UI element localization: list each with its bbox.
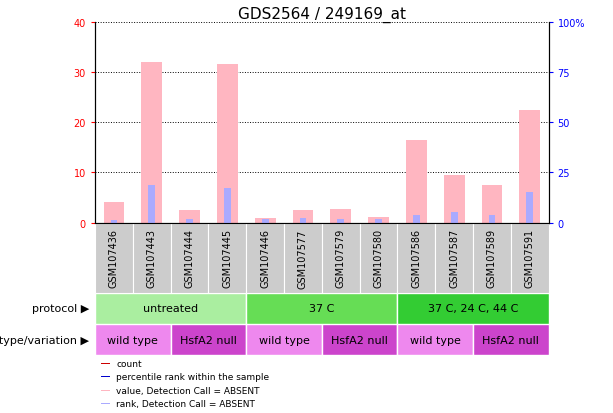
Bar [489, 216, 495, 223]
Text: GSM107445: GSM107445 [223, 229, 232, 287]
Bar [435, 223, 473, 293]
Bar [170, 324, 246, 355]
Text: GSM107443: GSM107443 [147, 229, 157, 287]
Text: count: count [116, 359, 142, 368]
Bar [527, 193, 533, 223]
Bar [110, 221, 117, 223]
Bar [95, 324, 170, 355]
Bar [519, 110, 540, 223]
Bar [179, 211, 200, 223]
Text: wild type: wild type [410, 335, 460, 345]
Bar [142, 63, 162, 223]
Bar [444, 176, 465, 223]
Text: HsfA2 null: HsfA2 null [331, 335, 388, 345]
Bar [133, 223, 170, 293]
Bar [322, 223, 360, 293]
Bar [95, 293, 246, 324]
Bar [511, 223, 549, 293]
Bar [101, 376, 110, 377]
Bar [337, 219, 344, 223]
Bar [224, 189, 230, 223]
Text: value, Detection Call = ABSENT: value, Detection Call = ABSENT [116, 386, 260, 394]
Bar [101, 363, 110, 364]
Bar [482, 185, 502, 223]
Text: GSM107577: GSM107577 [298, 229, 308, 288]
Bar [101, 389, 110, 391]
Bar [255, 218, 275, 223]
Bar [451, 212, 457, 223]
Text: rank, Detection Call = ABSENT: rank, Detection Call = ABSENT [116, 399, 256, 408]
Text: GSM107589: GSM107589 [487, 229, 497, 287]
Bar [217, 65, 238, 223]
Bar [330, 209, 351, 223]
Bar [300, 218, 306, 223]
Text: untreated: untreated [143, 304, 198, 314]
Bar [148, 185, 155, 223]
Text: GSM107587: GSM107587 [449, 229, 459, 288]
Text: genotype/variation ▶: genotype/variation ▶ [0, 335, 89, 345]
Bar [397, 324, 473, 355]
Text: GSM107579: GSM107579 [336, 229, 346, 288]
Text: wild type: wild type [259, 335, 310, 345]
Bar [170, 223, 208, 293]
Bar [246, 293, 397, 324]
Bar [397, 293, 549, 324]
Bar [322, 324, 397, 355]
Text: GSM107444: GSM107444 [185, 229, 194, 287]
Bar [397, 223, 435, 293]
Bar [262, 219, 268, 223]
Bar [360, 223, 397, 293]
Bar [368, 217, 389, 223]
Text: wild type: wild type [107, 335, 158, 345]
Text: 37 C, 24 C, 44 C: 37 C, 24 C, 44 C [428, 304, 518, 314]
Title: GDS2564 / 249169_at: GDS2564 / 249169_at [238, 7, 406, 23]
Bar [186, 219, 193, 223]
Bar [284, 223, 322, 293]
Bar [104, 203, 124, 223]
Bar [406, 140, 427, 223]
Bar [246, 324, 322, 355]
Bar [292, 211, 313, 223]
Bar [246, 223, 284, 293]
Bar [473, 223, 511, 293]
Text: GSM107446: GSM107446 [260, 229, 270, 287]
Text: 37 C: 37 C [309, 304, 335, 314]
Bar [413, 216, 420, 223]
Bar [208, 223, 246, 293]
Bar [473, 324, 549, 355]
Text: GSM107580: GSM107580 [373, 229, 384, 287]
Text: percentile rank within the sample: percentile rank within the sample [116, 372, 270, 381]
Text: GSM107586: GSM107586 [411, 229, 421, 287]
Text: HsfA2 null: HsfA2 null [482, 335, 539, 345]
Bar [95, 223, 133, 293]
Bar [375, 219, 382, 223]
Text: protocol ▶: protocol ▶ [32, 304, 89, 314]
Bar [101, 403, 110, 404]
Text: GSM107591: GSM107591 [525, 229, 535, 287]
Text: GSM107436: GSM107436 [109, 229, 119, 287]
Text: HsfA2 null: HsfA2 null [180, 335, 237, 345]
